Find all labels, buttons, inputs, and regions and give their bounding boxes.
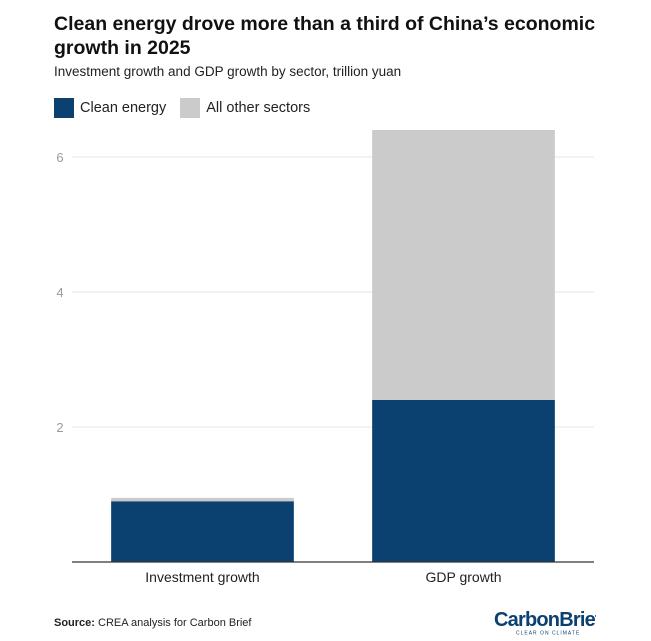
axes: 2 4 6 Investment growth GDP growth xyxy=(56,150,594,585)
x-category-label-0: Investment growth xyxy=(145,569,259,585)
bar-investment-growth-clean-energy xyxy=(111,501,294,562)
legend-label-clean-energy: Clean energy xyxy=(80,100,167,116)
legend-swatch-other-sectors xyxy=(180,98,201,118)
chart-title: Clean energy drove more than a third of … xyxy=(54,13,596,59)
bar-gdp-growth-all-other-sectors xyxy=(372,130,555,400)
legend-label-other-sectors: All other sectors xyxy=(206,100,311,116)
source-text: CREA analysis for Carbon Brief xyxy=(98,617,252,629)
legend-item-other-sectors: All other sectors xyxy=(180,98,310,118)
stacked-bar-chart: 2 4 6 Investment growth GDP growth xyxy=(56,130,594,585)
bar-investment-growth-all-other-sectors xyxy=(111,497,294,502)
source-label: Source: xyxy=(54,617,95,629)
bar-gdp-growth-clean-energy xyxy=(372,400,555,562)
legend-swatch-clean-energy xyxy=(54,98,74,118)
x-category-label-1: GDP growth xyxy=(426,569,502,585)
bars xyxy=(111,130,555,562)
logo-tagline: CLEAR ON CLIMATE xyxy=(516,631,580,637)
carbon-brief-logo: CarbonBrief CLEAR ON CLIMATE xyxy=(494,609,596,637)
legend-item-clean-energy: Clean energy xyxy=(54,98,166,118)
chart-subtitle: Investment growth and GDP growth by sect… xyxy=(54,64,402,79)
y-tick-label-6: 6 xyxy=(56,150,63,165)
source-note: Source: CREA analysis for Carbon Brief xyxy=(54,617,251,629)
logo-wordmark: CarbonBrief xyxy=(494,609,596,631)
legend: Clean energy All other sectors xyxy=(54,98,324,118)
y-tick-label-2: 2 xyxy=(56,420,63,435)
y-tick-label-4: 4 xyxy=(56,285,63,300)
